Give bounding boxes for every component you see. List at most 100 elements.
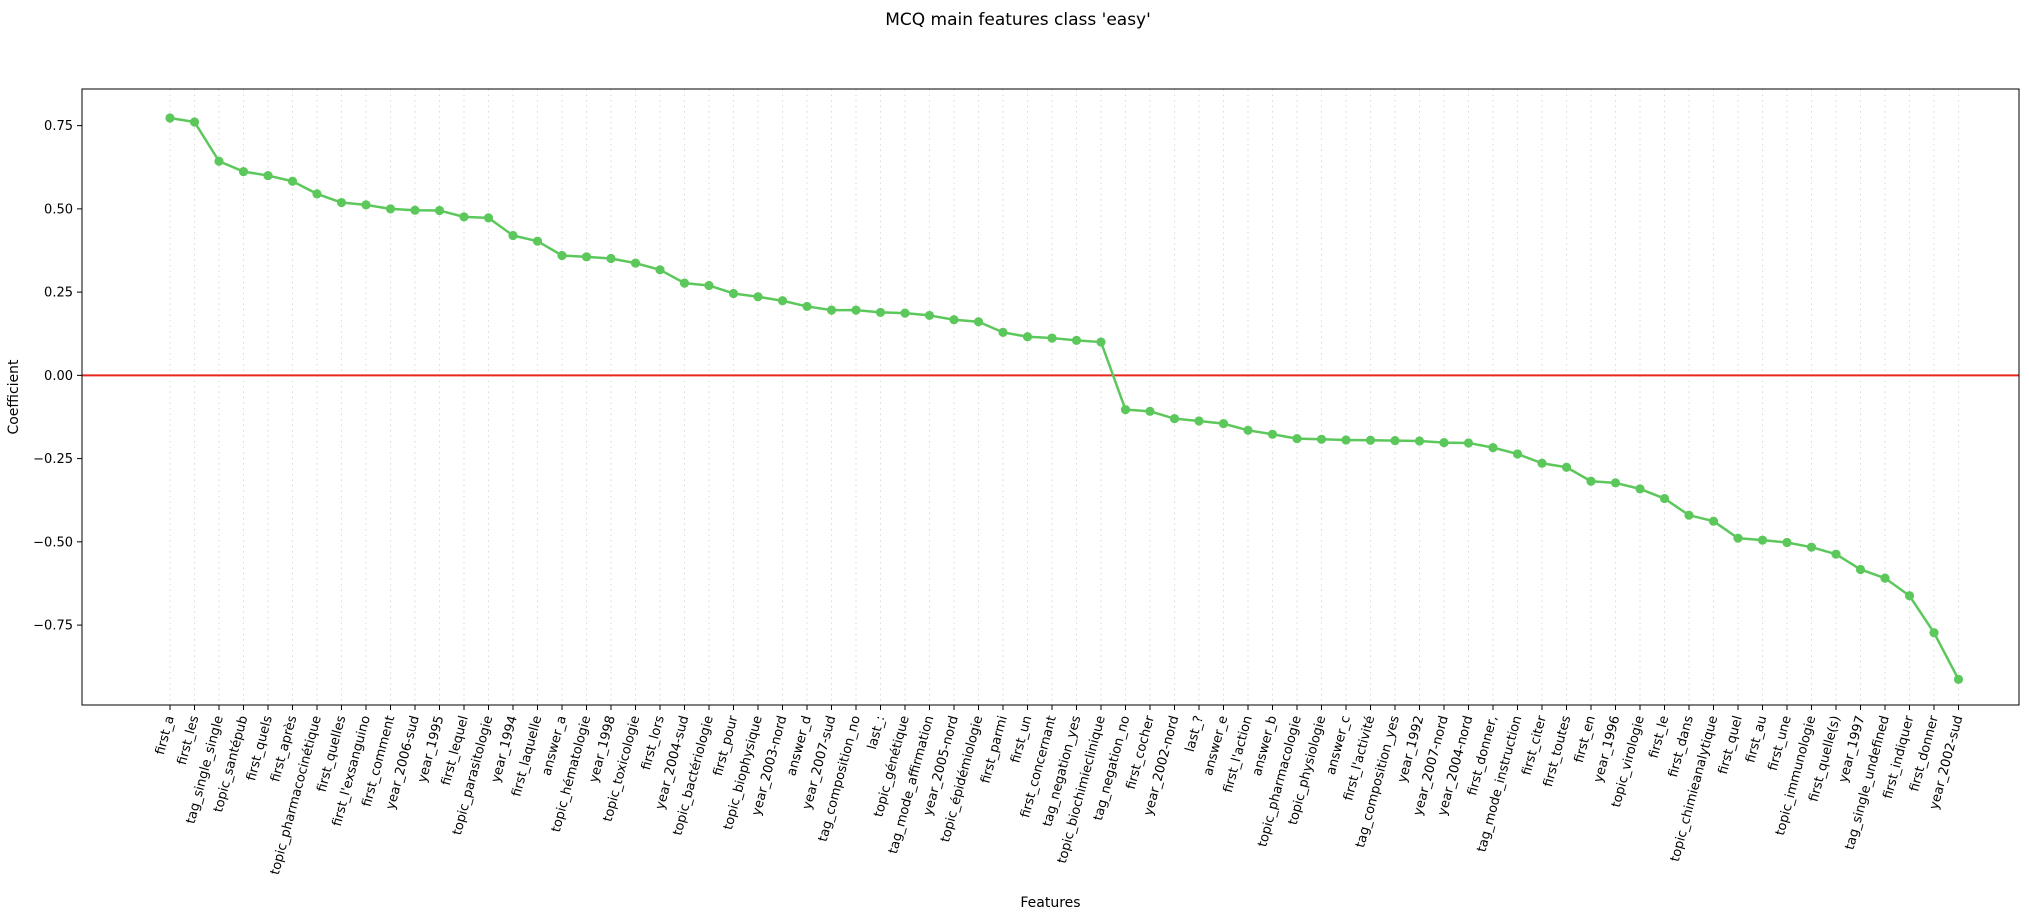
- y-tick-label: −0.50: [33, 535, 73, 550]
- data-point: [238, 166, 249, 177]
- x-tick-label: first_le: [1647, 714, 1673, 760]
- y-tick-label: −0.25: [33, 452, 73, 467]
- grid-lines: [169, 89, 1959, 705]
- data-point: [214, 156, 224, 166]
- data-point: [1145, 406, 1155, 416]
- data-point: [826, 305, 837, 315]
- data-point: [1757, 535, 1768, 545]
- y-axis-ticks: 0.75 0.50 0.25 0.00 −0.25 −0.50 −0.75: [33, 119, 82, 634]
- data-point: [1782, 537, 1792, 548]
- y-tick-label: 0.50: [44, 202, 73, 217]
- x-tick-label: first_en: [1572, 714, 1599, 764]
- data-point: [1855, 564, 1866, 575]
- data-point: [287, 176, 298, 186]
- x-tick-label: first_au: [1743, 714, 1770, 764]
- data-point: [949, 315, 959, 325]
- x-tick-label: first_a: [153, 714, 178, 756]
- data-point: [1243, 425, 1253, 435]
- data-point: [802, 301, 812, 312]
- data-point: [1194, 416, 1204, 426]
- data-point: [434, 205, 445, 216]
- data-point: [753, 292, 763, 302]
- data-point: [679, 278, 690, 288]
- data-point: [410, 205, 420, 215]
- data-point: [1586, 476, 1596, 486]
- data-point: [1929, 628, 1939, 638]
- data-point: [581, 252, 592, 262]
- data-point: [557, 250, 567, 261]
- x-tick-label: topic_pharmacocinétique: [268, 714, 325, 876]
- data-point: [508, 230, 518, 241]
- plot-frame: [81, 88, 2020, 706]
- data-point: [1316, 434, 1327, 444]
- y-tick-label: −0.75: [33, 619, 73, 634]
- data-point: [1120, 405, 1131, 415]
- data-point: [1659, 493, 1670, 504]
- data-point: [1365, 435, 1376, 445]
- data-point: [998, 327, 1008, 338]
- data-point: [606, 253, 616, 264]
- y-axis-title: Coefficient: [6, 359, 22, 435]
- y-tick-label: 0.25: [44, 286, 73, 301]
- data-point: [336, 197, 347, 208]
- x-tick-label: first_un: [1008, 714, 1035, 765]
- data-point: [875, 307, 886, 318]
- data-point: [1463, 438, 1474, 448]
- data-point: [1218, 419, 1229, 429]
- data-point: [1537, 458, 1547, 468]
- data-point: [1022, 332, 1033, 342]
- data-point: [1047, 333, 1057, 343]
- data-point: [1512, 449, 1523, 459]
- y-tick-label: 0.75: [44, 119, 73, 134]
- data-point: [1953, 674, 1964, 684]
- data-point: [1439, 438, 1449, 448]
- y-tick-label: 0.00: [44, 369, 73, 384]
- data-point: [1635, 484, 1645, 494]
- data-point: [1071, 335, 1082, 345]
- data-point: [630, 258, 641, 268]
- data-point: [1341, 435, 1351, 445]
- data-point: [165, 113, 175, 123]
- data-point: [924, 310, 935, 321]
- data-point: [1880, 573, 1890, 583]
- series-line: [169, 116, 1960, 680]
- chart-title: MCQ main features class 'easy': [885, 10, 1151, 30]
- data-point: [1414, 436, 1425, 446]
- x-axis-title: Features: [1020, 895, 1080, 911]
- data-point: [1267, 429, 1278, 439]
- data-point: [312, 189, 322, 199]
- data-point: [361, 200, 371, 210]
- data-point: [1610, 478, 1621, 488]
- data-point: [655, 265, 665, 275]
- data-point: [1169, 414, 1180, 424]
- data-point: [385, 204, 396, 214]
- series-layer: [165, 113, 1964, 684]
- data-point: [459, 212, 469, 222]
- data-point: [900, 308, 910, 318]
- x-tick-label: last_?: [1183, 714, 1207, 753]
- x-tick-label: first_les: [175, 714, 203, 767]
- x-tick-label: last_:: [865, 714, 888, 751]
- x-axis-ticks: first_afirst_lestag_single_singletopic_s…: [153, 705, 1966, 877]
- data-point: [728, 288, 739, 299]
- data-point: [1733, 533, 1743, 543]
- data-point: [1390, 436, 1400, 446]
- data-point: [777, 296, 788, 306]
- data-point: [483, 213, 494, 223]
- data-point: [1096, 337, 1106, 347]
- data-point: [1904, 591, 1915, 601]
- data-point: [1806, 542, 1817, 552]
- data-point: [973, 317, 984, 327]
- x-tick-label: first_quel: [1716, 714, 1746, 776]
- data-point: [851, 305, 861, 315]
- data-point: [189, 117, 200, 127]
- data-point: [1684, 510, 1694, 520]
- data-point: [263, 170, 273, 181]
- data-point: [1831, 549, 1841, 559]
- data-point: [1561, 462, 1572, 472]
- data-point: [532, 236, 543, 246]
- x-tick-label: first_une: [1766, 714, 1795, 772]
- data-point: [1488, 443, 1498, 453]
